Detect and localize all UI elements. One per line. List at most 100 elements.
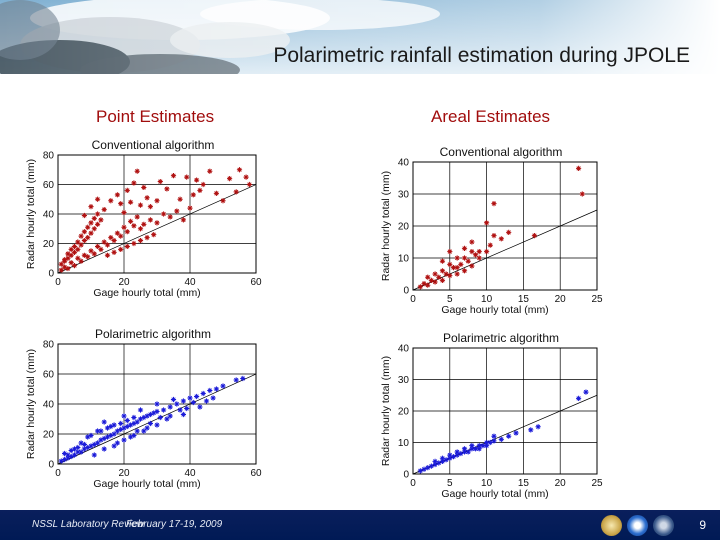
data-point [91, 452, 97, 458]
data-point [81, 229, 87, 235]
x-tick-label: 40 [184, 468, 196, 479]
data-point [118, 246, 124, 252]
data-point [207, 168, 213, 174]
data-point [187, 395, 193, 401]
data-point [461, 255, 468, 261]
data-point [458, 261, 464, 267]
data-point [131, 240, 137, 247]
data-point [484, 443, 490, 449]
x-tick-label: 20 [555, 294, 567, 305]
data-point [491, 438, 497, 444]
data-point [583, 389, 589, 395]
y-tick-label: 80 [43, 340, 55, 351]
data-point [137, 416, 144, 422]
data-point [131, 180, 137, 186]
x-tick-label: 0 [410, 294, 416, 305]
data-point [121, 413, 127, 419]
y-tick-label: 0 [48, 269, 54, 280]
data-point [75, 255, 81, 261]
data-point [71, 249, 78, 255]
data-point [161, 211, 167, 217]
chart-title: Conventional algorithm [92, 138, 215, 152]
data-point [151, 232, 157, 238]
data-point [465, 449, 471, 455]
x-tick-label: 60 [250, 277, 262, 288]
data-point [65, 251, 71, 257]
data-point [98, 217, 104, 223]
data-point [65, 255, 71, 261]
data-point [454, 271, 460, 277]
data-point [513, 430, 519, 436]
data-point [137, 202, 144, 208]
data-point [95, 211, 101, 217]
y-tick-label: 80 [43, 151, 55, 162]
data-point [137, 407, 144, 413]
data-point [184, 174, 190, 180]
data-point [170, 173, 177, 179]
noaa-logo-icon [627, 515, 648, 536]
data-point [177, 407, 183, 413]
data-point [91, 251, 97, 257]
y-axis-label: Radar hourly total (mm) [380, 171, 392, 281]
data-point [476, 443, 482, 449]
y-tick-label: 30 [398, 190, 410, 201]
data-point [124, 229, 130, 235]
data-series [417, 389, 589, 474]
data-point [154, 422, 160, 428]
x-axis-label: Gage hourly total (mm) [441, 304, 548, 316]
data-point [469, 239, 475, 245]
one-to-one-line [412, 209, 598, 291]
data-point [58, 261, 64, 267]
x-tick-label: 20 [555, 478, 567, 489]
y-axis-label: Radar hourly total (mm) [25, 159, 37, 269]
footer-date: February 17-19, 2009 [126, 519, 223, 530]
data-point [91, 215, 97, 222]
data-point [114, 192, 120, 198]
one-to-one-line [57, 373, 257, 465]
data-point [95, 196, 101, 202]
data-point [484, 439, 490, 446]
y-tick-label: 40 [43, 400, 55, 411]
data-point [439, 277, 446, 283]
data-point [432, 279, 438, 285]
data-point [58, 267, 64, 273]
data-point [88, 443, 94, 449]
data-point [447, 249, 453, 255]
footer-bar: NSSL Laboratory Review February 17-19, 2… [0, 510, 720, 540]
data-point [197, 404, 203, 410]
data-point [439, 458, 446, 464]
data-point [62, 257, 68, 263]
data-point [58, 458, 64, 464]
data-point [439, 455, 446, 461]
data-point [62, 264, 68, 270]
data-point [476, 446, 482, 452]
data-point [432, 271, 438, 277]
data-point [68, 453, 74, 460]
x-tick-label: 20 [118, 277, 130, 288]
data-point [95, 221, 101, 227]
data-point [161, 407, 167, 413]
data-point [81, 446, 87, 452]
data-point [465, 258, 471, 264]
data-point [233, 189, 239, 195]
data-point [220, 198, 226, 204]
data-point [75, 449, 81, 455]
data-point [450, 265, 457, 271]
data-point [236, 167, 243, 173]
data-point [137, 237, 144, 244]
data-point [108, 198, 114, 204]
page-number: 9 [699, 518, 706, 532]
data-point [91, 441, 97, 448]
y-axis-label: Radar hourly total (mm) [380, 356, 392, 466]
footer-review-label: NSSL Laboratory Review [32, 519, 145, 530]
data-point [417, 468, 423, 474]
chart-title: Polarimetric algorithm [95, 327, 211, 341]
data-point [88, 432, 94, 439]
data-point [147, 411, 153, 418]
data-point [472, 252, 479, 258]
data-point [535, 424, 541, 430]
data-point [121, 425, 127, 431]
data-point [154, 198, 160, 204]
data-point [469, 249, 475, 255]
data-point [579, 191, 585, 197]
